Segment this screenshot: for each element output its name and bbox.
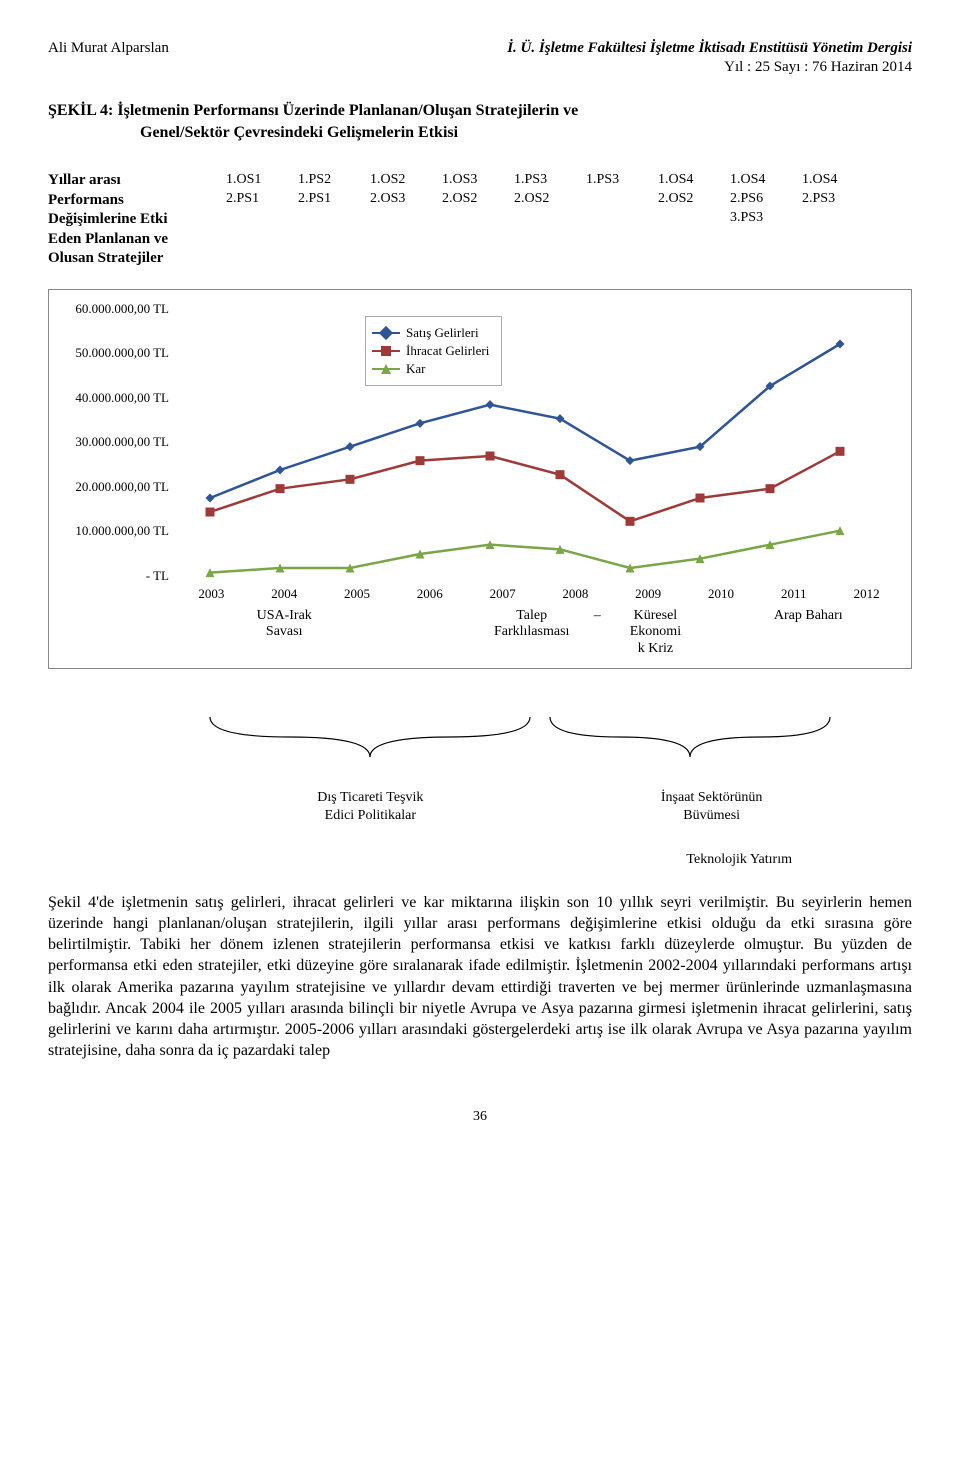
y-tick-label: - TL bbox=[146, 569, 169, 582]
y-tick-label: 20.000.000,00 TL bbox=[75, 480, 169, 493]
figure-title: ŞEKİL 4: İşletmenin Performansı Üzerinde… bbox=[48, 100, 912, 143]
brace-labels: Dış Ticareti TeşvikEdici Politikalar İnş… bbox=[170, 789, 912, 824]
chart-plot bbox=[175, 302, 875, 582]
strategy-col: 1.OS32.OS2 bbox=[442, 171, 486, 228]
line-chart: 60.000.000,00 TL 50.000.000,00 TL 40.000.0… bbox=[48, 289, 912, 669]
strategy-left-label: Yıllar arasıPerformansDeğişimlerine Etki… bbox=[48, 171, 226, 269]
event-label: USA-IrakSavası bbox=[226, 608, 342, 658]
tech-label: Teknolojik Yatırım bbox=[48, 852, 912, 868]
body-paragraph: Şekil 4'de işletmenin satış gelirleri, i… bbox=[48, 892, 912, 1061]
strategy-col: 1.OS42.OS2 bbox=[658, 171, 702, 228]
brace-right-label: İnşaat SektörününBüvümesi bbox=[600, 789, 823, 824]
figure-title-line1: İşletmenin Performansı Üzerinde Planlana… bbox=[117, 102, 578, 119]
event-label: KüreselEkonomik Kriz bbox=[604, 608, 706, 658]
brace-row bbox=[170, 709, 912, 789]
event-label: TalepFarklılasması bbox=[473, 608, 589, 658]
y-axis: 60.000.000,00 TL 50.000.000,00 TL 40.000.0… bbox=[53, 302, 175, 582]
x-tick-label: 2010 bbox=[685, 586, 758, 602]
x-tick-label: 2007 bbox=[466, 586, 539, 602]
legend-item: Satış Gelirleri bbox=[372, 325, 489, 341]
x-tick-label: 2005 bbox=[321, 586, 394, 602]
y-tick-label: 60.000.000,00 TL bbox=[75, 302, 169, 315]
x-axis: 2003200420052006200720082009201020112012 bbox=[175, 586, 903, 602]
figure-title-prefix: ŞEKİL 4: bbox=[48, 102, 113, 119]
x-tick-label: 2006 bbox=[393, 586, 466, 602]
events-row: USA-IrakSavası TalepFarklılasması – Küre… bbox=[175, 608, 903, 658]
author-name: Ali Murat Alparslan bbox=[48, 40, 169, 57]
strategy-col: 1.PS22.PS1 bbox=[298, 171, 342, 228]
brace-svg bbox=[170, 709, 870, 789]
x-tick-label: 2009 bbox=[612, 586, 685, 602]
x-tick-label: 2004 bbox=[248, 586, 321, 602]
journal-title: İ. Ü. İşletme Fakültesi İşletme İktisadı… bbox=[507, 40, 912, 57]
strategy-col: 1.PS3 bbox=[586, 171, 630, 228]
x-tick-label: 2012 bbox=[830, 586, 903, 602]
x-tick-label: 2008 bbox=[539, 586, 612, 602]
legend-label: Kar bbox=[406, 361, 426, 377]
legend-item: İhracat Gelirleri bbox=[372, 343, 489, 359]
strategy-row: Yıllar arasıPerformansDeğişimlerine Etki… bbox=[48, 171, 912, 269]
x-tick-label: 2003 bbox=[175, 586, 248, 602]
strategy-col: 1.OS42.PS3 bbox=[802, 171, 846, 228]
strategy-col: 1.OS42.PS63.PS3 bbox=[730, 171, 774, 228]
event-label: Arap Baharı bbox=[750, 608, 866, 658]
page-number: 36 bbox=[48, 1109, 912, 1125]
chart-legend: Satış Gelirleri İhracat Gelirleri Kar bbox=[365, 316, 502, 386]
y-tick-label: 30.000.000,00 TL bbox=[75, 435, 169, 448]
strategy-col: 1.OS22.OS3 bbox=[370, 171, 414, 228]
figure-title-line2: Genel/Sektör Çevresindeki Gelişmelerin E… bbox=[140, 124, 458, 141]
y-tick-label: 40.000.000,00 TL bbox=[75, 391, 169, 404]
legend-item: Kar bbox=[372, 361, 489, 377]
y-tick-label: 10.000.000,00 TL bbox=[75, 524, 169, 537]
issue-line: Yıl : 25 Sayı : 76 Haziran 2014 bbox=[48, 59, 912, 76]
x-tick-label: 2011 bbox=[757, 586, 830, 602]
legend-label: İhracat Gelirleri bbox=[406, 343, 489, 359]
y-tick-label: 50.000.000,00 TL bbox=[75, 346, 169, 359]
brace-left-label: Dış Ticareti TeşvikEdici Politikalar bbox=[259, 789, 482, 824]
legend-label: Satış Gelirleri bbox=[406, 325, 479, 341]
strategy-col: 1.PS32.OS2 bbox=[514, 171, 558, 228]
strategy-col: 1.OS12.PS1 bbox=[226, 171, 270, 228]
